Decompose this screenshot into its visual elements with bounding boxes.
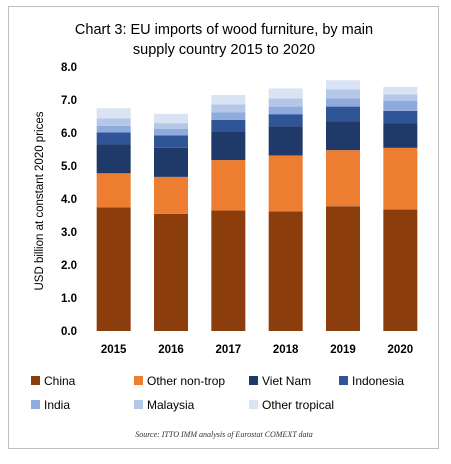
- x-axis-ticks: 2015 2016 2017 2018 2019 2020: [101, 344, 413, 356]
- bar-segment: [326, 106, 360, 122]
- y-tick-label: 1.0: [61, 293, 77, 305]
- bar-segment: [383, 100, 418, 111]
- y-tick-label: 2.0: [61, 260, 77, 272]
- bar-segment: [96, 207, 131, 331]
- bar-segment: [383, 94, 418, 101]
- x-tick-label: 2017: [216, 344, 242, 356]
- legend: China Other non-trop Viet Nam Indonesia Indi…: [31, 374, 404, 412]
- bar-segment: [211, 119, 246, 133]
- x-tick-label: 2015: [101, 344, 127, 356]
- bar-segment: [211, 160, 246, 211]
- bar-segment: [154, 147, 188, 177]
- y-axis-ticks: 0.0 1.0 2.0 3.0 4.0 5.0 6.0 7.0 8.0: [61, 62, 77, 338]
- bar-segment: [154, 113, 188, 124]
- bar-segment: [383, 123, 418, 148]
- stacked-bar-chart: Chart 3: EU imports of wood furniture, b…: [31, 22, 418, 439]
- x-tick-label: 2019: [330, 344, 356, 356]
- bar-segment: [154, 123, 188, 129]
- bar-segment: [268, 155, 303, 212]
- legend-label: Indonesia: [352, 374, 404, 388]
- y-tick-label: 0.0: [61, 326, 77, 338]
- legend-swatch: [249, 400, 258, 409]
- y-tick-label: 3.0: [61, 227, 77, 239]
- bar-segment: [383, 147, 418, 210]
- bar-segment: [268, 126, 303, 156]
- bar-segment: [268, 98, 303, 107]
- bar-segment: [326, 121, 360, 151]
- x-tick-label: 2018: [273, 344, 299, 356]
- source-note: Source: ITTO IMM analysis of Eurostat CO…: [135, 430, 313, 439]
- bar-segment: [268, 114, 303, 127]
- bar-segment: [326, 89, 360, 99]
- bar-segment: [326, 150, 360, 207]
- bar-segment: [96, 132, 131, 145]
- bar-segment: [96, 173, 131, 208]
- chart-title-line-1: Chart 3: EU imports of wood furniture, b…: [75, 22, 373, 38]
- bar-segment: [268, 106, 303, 115]
- bar-segment: [326, 98, 360, 107]
- bar-segment: [211, 104, 246, 113]
- bar-segment: [96, 108, 131, 119]
- legend-swatch: [134, 376, 143, 385]
- x-tick-label: 2016: [158, 344, 184, 356]
- bar-segment: [211, 132, 246, 161]
- y-tick-label: 5.0: [61, 161, 77, 173]
- legend-label: Other tropical: [262, 398, 334, 412]
- bar-segment: [383, 86, 418, 95]
- bar-segment: [211, 210, 246, 331]
- chart-frame: Chart 3: EU imports of wood furniture, b…: [8, 6, 439, 449]
- legend-label: Other non-trop: [147, 374, 225, 388]
- bars: [96, 80, 418, 331]
- y-tick-label: 7.0: [61, 95, 77, 107]
- bar-segment: [326, 80, 360, 90]
- bar-segment: [211, 95, 246, 105]
- legend-label: India: [44, 398, 70, 412]
- y-tick-label: 4.0: [61, 194, 77, 206]
- legend-swatch: [31, 376, 40, 385]
- legend-label: China: [44, 374, 76, 388]
- bar-segment: [211, 112, 246, 120]
- bar-segment: [268, 211, 303, 331]
- legend-swatch: [339, 376, 348, 385]
- bar-segment: [326, 206, 360, 331]
- legend-label: Malaysia: [147, 398, 195, 412]
- bar-segment: [383, 209, 418, 331]
- legend-label: Viet Nam: [262, 374, 311, 388]
- bar-segment: [268, 88, 303, 99]
- chart-title-line-2: supply country 2015 to 2020: [133, 42, 315, 58]
- legend-swatch: [249, 376, 258, 385]
- bar-segment: [154, 213, 188, 331]
- bar-segment: [96, 118, 131, 126]
- bar-segment: [96, 125, 131, 133]
- bar-segment: [383, 110, 418, 124]
- bar-segment: [154, 176, 188, 214]
- y-tick-label: 8.0: [61, 62, 77, 74]
- legend-swatch: [31, 400, 40, 409]
- y-axis-label: USD billion at constant 2020 prices: [34, 111, 46, 290]
- legend-swatch: [134, 400, 143, 409]
- bar-segment: [96, 144, 131, 174]
- y-tick-label: 6.0: [61, 128, 77, 140]
- bar-segment: [154, 135, 188, 148]
- x-tick-label: 2020: [388, 344, 414, 356]
- bar-segment: [154, 128, 188, 136]
